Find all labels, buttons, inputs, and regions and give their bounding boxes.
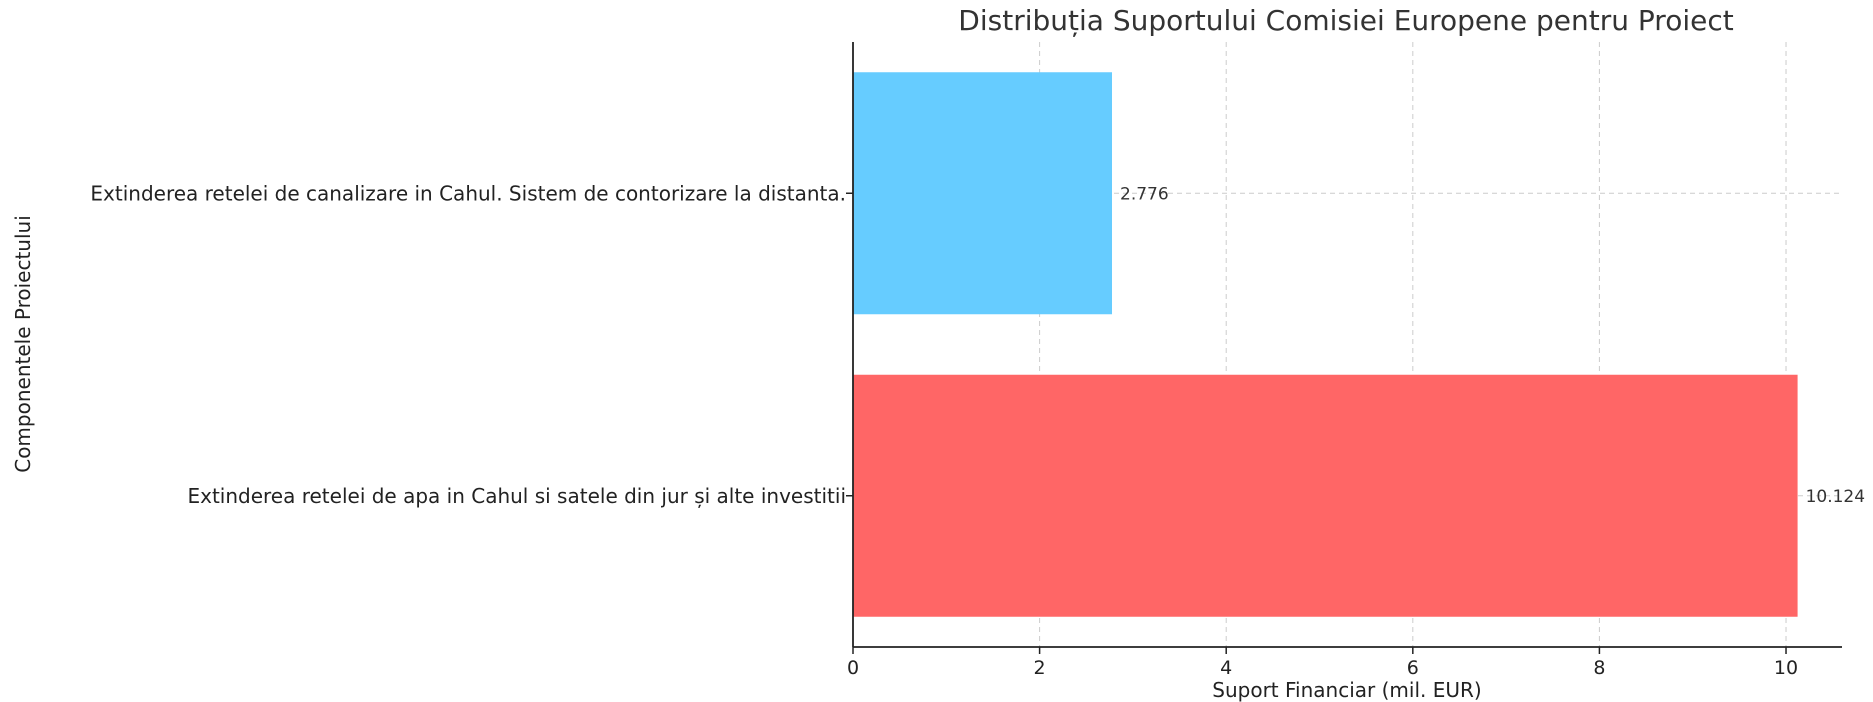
x-axis-label: Suport Financiar (mil. EUR) xyxy=(1212,678,1481,702)
x-tick-label-4: 8 xyxy=(1593,657,1605,679)
bars xyxy=(853,72,1798,617)
category-labels: Extinderea retelei de apa in Cahul si sa… xyxy=(90,181,846,508)
data-labels: 10.124 2.776 xyxy=(1120,184,1865,507)
x-tick-label-1: 2 xyxy=(1034,657,1046,679)
chart-title: Distribuția Suportului Comisiei Europene… xyxy=(958,4,1733,37)
axes xyxy=(852,42,1842,648)
x-tick-label-2: 4 xyxy=(1220,657,1232,679)
x-tick-label-0: 0 xyxy=(847,657,859,679)
y-axis-label: Componentele Proiectului xyxy=(11,215,35,473)
bar-1 xyxy=(853,72,1113,315)
x-ticks: 0 2 4 6 8 10 xyxy=(846,192,1798,679)
bar-0 xyxy=(853,374,1798,617)
data-label-1: 2.776 xyxy=(1120,184,1169,204)
data-label-0: 10.124 xyxy=(1806,487,1865,507)
category-label-0: Extinderea retelei de apa in Cahul si sa… xyxy=(187,484,846,508)
category-label-1: Extinderea retelei de canalizare in Cahu… xyxy=(90,181,846,205)
x-tick-label-3: 6 xyxy=(1407,657,1419,679)
x-tick-label-5: 10 xyxy=(1774,657,1798,679)
